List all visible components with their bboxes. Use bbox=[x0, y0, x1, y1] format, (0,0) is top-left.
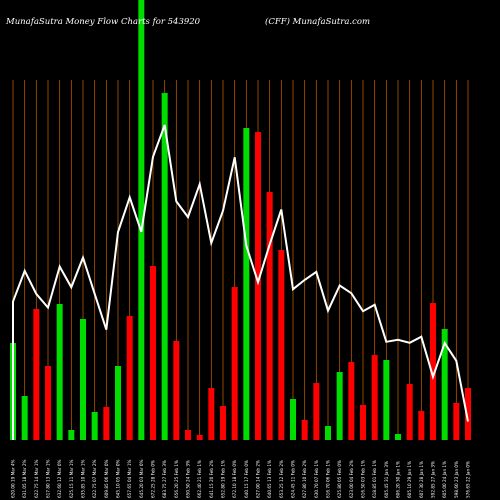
bar bbox=[348, 362, 355, 440]
bar bbox=[68, 430, 75, 440]
x-tick-label: 592.85 27 Jan 3% bbox=[431, 461, 436, 498]
bar bbox=[278, 250, 285, 440]
bar bbox=[231, 287, 238, 440]
x-tick-label: 635.85 10 Mar 1% bbox=[81, 459, 86, 498]
x-tick-label: 618.85 01 Feb 1% bbox=[372, 460, 377, 498]
chart-site-title: (CFF) MunafaSutra.com bbox=[265, 16, 370, 27]
x-tick-label: 607.30 28 Jan 1% bbox=[419, 461, 424, 498]
x-tick-label: 640.15 17 Feb 0% bbox=[244, 460, 249, 498]
bar bbox=[150, 266, 156, 440]
x-tick-label: 627.80 10 Feb 2% bbox=[302, 460, 307, 498]
bars-group bbox=[10, 0, 471, 440]
x-tick-label: 683.75 27 Feb 3% bbox=[162, 460, 167, 498]
bar bbox=[56, 304, 63, 440]
x-tick-label: 641.15 20 Feb 2% bbox=[209, 460, 214, 498]
x-tick-label: 630.70 07 Feb 1% bbox=[314, 460, 319, 498]
bar bbox=[418, 411, 425, 440]
bar bbox=[336, 372, 343, 440]
chart-title: MunafaSutra Money Flow Charts for 543920 bbox=[5, 17, 201, 27]
bar bbox=[325, 426, 331, 440]
x-tick-label: 606.20 30 Jan 1% bbox=[396, 461, 401, 498]
bar bbox=[138, 0, 145, 440]
bar bbox=[103, 407, 110, 440]
bar bbox=[185, 430, 191, 440]
x-tick-label: 605.00 24 Jan 1% bbox=[442, 461, 447, 498]
bar bbox=[453, 403, 460, 440]
x-tick-label: 616.70 06 Feb 1% bbox=[326, 460, 331, 498]
x-tick-label: 645.10 05 Mar 0% bbox=[116, 459, 121, 498]
bar bbox=[196, 435, 203, 440]
bar bbox=[266, 192, 273, 440]
x-tick-label: 622.75 07 Mar 2% bbox=[92, 459, 97, 498]
bar bbox=[91, 412, 98, 440]
bar bbox=[255, 132, 261, 440]
bar bbox=[161, 93, 168, 440]
price-line bbox=[12, 124, 469, 440]
x-tick-label: 576.65 22 Jan 0% bbox=[466, 461, 471, 498]
bar bbox=[383, 360, 390, 440]
bar bbox=[208, 388, 215, 440]
bar bbox=[313, 383, 320, 440]
x-tick-label: 657.65 04 Mar 1% bbox=[127, 459, 132, 498]
x-tick-label: 605.10 29 Jan 1% bbox=[407, 461, 412, 498]
x-tick-label: 598.60 23 Jan 0% bbox=[454, 461, 459, 498]
x-tick-label: 605.45 31 Jan 3% bbox=[384, 461, 389, 498]
x-tick-label: 632.60 12 Mar 0% bbox=[57, 459, 62, 498]
bar bbox=[371, 355, 378, 440]
bar bbox=[290, 399, 296, 440]
bar bbox=[243, 128, 250, 440]
x-tick-label: 672.25 28 Feb 0% bbox=[151, 460, 156, 498]
x-tick-label: 616.50 03 Feb 1% bbox=[361, 460, 366, 498]
bar bbox=[126, 316, 133, 440]
x-tick-label: 662.40 21 Feb 1% bbox=[197, 460, 202, 498]
bar bbox=[173, 341, 180, 440]
x-tick-label: 650.50 24 Feb 3% bbox=[186, 460, 191, 498]
x-tick-label: 672.10 18 Feb 0% bbox=[232, 460, 237, 498]
x-tick-label: 609.85 06 Mar 0% bbox=[104, 459, 109, 498]
x-tick-label: 617.80 13 Mar 1% bbox=[46, 459, 51, 498]
x-tick-label: 645.20 03 Mar 0% bbox=[139, 459, 144, 498]
x-tick-label: 631.05 18 Mar 2% bbox=[22, 459, 27, 498]
x-tick-label: 625.15 11 Mar 1% bbox=[69, 459, 74, 498]
bar bbox=[33, 309, 40, 440]
bar bbox=[441, 329, 448, 440]
x-tick-label: 625.80 05 Feb 0% bbox=[337, 460, 342, 498]
bar bbox=[45, 366, 51, 440]
bar bbox=[465, 388, 471, 440]
x-tick-label: 623.00 04 Feb 2% bbox=[349, 460, 354, 498]
bar bbox=[115, 366, 121, 440]
bar bbox=[395, 434, 401, 440]
x-tick-label: 652.80 19 Feb 1% bbox=[221, 460, 226, 498]
x-tick-labels: 620.00 19 Mar 4% 631.05 18 Mar 2% 622.75 1… bbox=[11, 459, 471, 498]
x-tick-label: 653.25 12 Feb 2% bbox=[279, 460, 284, 498]
x-tick-label: 620.00 19 Mar 4% bbox=[11, 459, 16, 498]
bar bbox=[301, 420, 308, 440]
bar bbox=[430, 303, 436, 440]
x-tick-label: 640.65 13 Feb 1% bbox=[267, 460, 272, 498]
x-tick-label: 622.75 14 Mar 1% bbox=[34, 459, 39, 498]
bar bbox=[406, 384, 413, 440]
x-tick-label: 627.00 14 Feb 2% bbox=[256, 460, 261, 498]
bar bbox=[220, 406, 226, 440]
x-tick-label: 656.20 25 Feb 1% bbox=[174, 460, 179, 498]
bar bbox=[360, 405, 366, 440]
bar bbox=[21, 396, 28, 440]
x-tick-label: 624.45 11 Feb 0% bbox=[291, 460, 296, 498]
bar bbox=[80, 319, 86, 440]
